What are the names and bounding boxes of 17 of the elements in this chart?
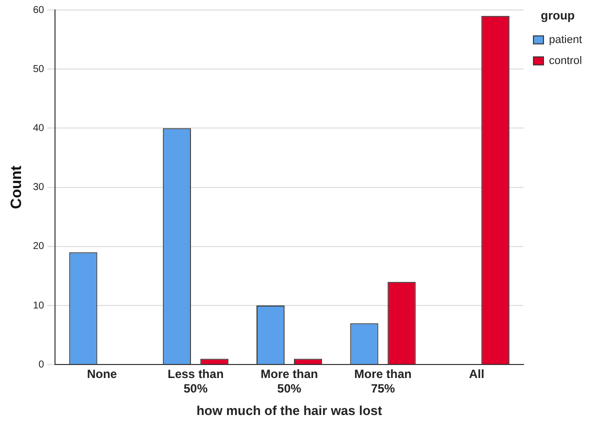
y-axis-title: Count — [8, 166, 26, 209]
legend-label: control — [548, 54, 582, 67]
legend-label: patient — [548, 34, 582, 46]
x-tick-label: Less than 50% — [168, 367, 224, 396]
x-axis-title: how much of the hair was lost — [196, 402, 383, 418]
x-tick-label: More than 75% — [354, 367, 412, 396]
x-tick-label: All — [468, 367, 484, 382]
y-tick-label: 40 — [33, 122, 45, 134]
x-tick-label: More than 50% — [260, 367, 318, 396]
y-tick-label: 50 — [33, 64, 45, 75]
y-tick-label: 30 — [33, 182, 45, 194]
y-tick-label: 20 — [33, 241, 45, 252]
y-tick-label: 10 — [33, 300, 45, 312]
legend-title: group — [540, 8, 575, 22]
y-tick-label: 60 — [33, 4, 45, 16]
x-tick-label: None — [86, 367, 118, 382]
y-tick-label: 0 — [38, 359, 45, 370]
